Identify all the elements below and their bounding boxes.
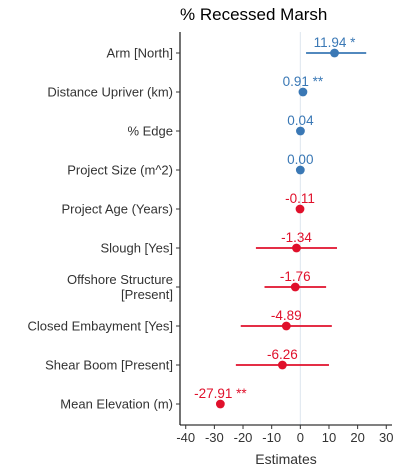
axes: -40 -30 -20 -10 0 10 20 30 xyxy=(176,32,394,445)
estimate-value-label: 11.94 * xyxy=(314,35,357,50)
term-label: Closed Embayment [Yes] xyxy=(28,319,173,334)
estimate-value-label: -0.11 xyxy=(285,191,315,206)
x-tick-label: 30 xyxy=(379,430,393,445)
estimate-value-label: -27.91 ** xyxy=(194,386,247,401)
estimate-value-label: 0.04 xyxy=(287,113,314,128)
estimate-value-label: -1.76 xyxy=(280,269,311,284)
x-tick-label: 20 xyxy=(350,430,364,445)
estimate-point xyxy=(215,399,225,409)
x-tick-label: -20 xyxy=(234,430,253,445)
x-tick-label: -40 xyxy=(176,430,195,445)
term-label: Project Age (Years) xyxy=(61,202,173,217)
term-label: Project Size (m^2) xyxy=(67,163,173,178)
estimate-value-label: -4.89 xyxy=(271,308,302,323)
x-axis-title: Estimates xyxy=(255,451,316,467)
estimate-point xyxy=(290,282,300,292)
term-label: Mean Elevation (m) xyxy=(60,397,173,412)
x-tick-label: 0 xyxy=(297,430,304,445)
term-label: [Present] xyxy=(121,287,173,302)
estimate-point xyxy=(281,321,291,331)
chart-title: % Recessed Marsh xyxy=(180,5,327,24)
term-label: Offshore Structure xyxy=(67,272,173,287)
estimate-point xyxy=(277,360,287,370)
estimate-point xyxy=(292,243,301,253)
x-tick-label: 10 xyxy=(322,430,336,445)
estimate-point xyxy=(296,126,305,136)
term-label: % Edge xyxy=(127,124,173,139)
estimate-marks: 11.94 * 0.91 ** 0.04 0.00 -0.11 -1.34 -1.76 -4.… xyxy=(194,35,367,409)
estimate-value-label: -6.26 xyxy=(267,347,298,362)
term-label: Distance Upriver (km) xyxy=(47,85,173,100)
estimate-value-label: 0.91 ** xyxy=(283,74,324,89)
term-labels: Arm [North] Distance Upriver (km) % Edge Pr… xyxy=(28,46,173,412)
estimate-point xyxy=(330,48,339,58)
estimate-point xyxy=(295,165,305,175)
x-tick-label: -30 xyxy=(205,430,224,445)
estimate-point xyxy=(298,87,308,97)
term-label: Shear Boom [Present] xyxy=(45,358,173,373)
x-tick-label: -10 xyxy=(262,430,281,445)
estimate-value-label: -1.34 xyxy=(281,230,312,245)
term-label: Arm [North] xyxy=(107,46,173,61)
estimate-value-label: 0.00 xyxy=(287,152,313,167)
term-label: Slough [Yes] xyxy=(100,241,173,256)
estimate-point xyxy=(295,204,305,214)
